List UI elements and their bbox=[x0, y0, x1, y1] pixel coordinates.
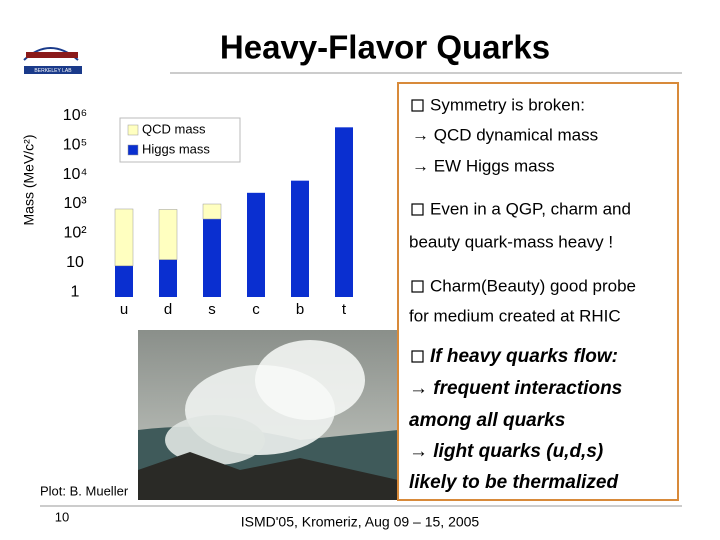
bar-segment bbox=[159, 259, 177, 297]
bullets bbox=[411, 99, 424, 363]
y-tick-label: 10³ bbox=[63, 195, 87, 212]
y-tick-label: 10⁴ bbox=[63, 166, 88, 183]
page-number: 10 bbox=[55, 509, 69, 524]
panel-line: among all quarks bbox=[409, 410, 565, 431]
panel-line: Symmetry is broken: bbox=[430, 95, 585, 114]
panel-line: → frequent interactions bbox=[409, 378, 622, 399]
text-panel bbox=[397, 82, 679, 501]
bar-segment bbox=[247, 192, 265, 297]
panel-line: for medium created at RHIC bbox=[409, 306, 621, 325]
y-tick-label: 10 bbox=[66, 254, 84, 271]
bar-segment bbox=[202, 203, 222, 220]
y-tick-label: 10⁶ bbox=[63, 107, 87, 124]
panel-line: → QCD dynamical mass bbox=[412, 125, 598, 144]
y-tick-label: 10⁵ bbox=[63, 136, 87, 153]
bar-segment bbox=[291, 180, 309, 297]
bar-segment bbox=[158, 209, 178, 260]
x-tick-label: b bbox=[296, 301, 304, 318]
legend: QCD mass Higgs mass bbox=[119, 117, 241, 163]
panel-line: → EW Higgs mass bbox=[412, 156, 555, 175]
panel-line: likely to be thermalized bbox=[409, 472, 618, 493]
panel-line: → light quarks (u,d,s) bbox=[409, 441, 603, 462]
x-tick-label: t bbox=[342, 301, 347, 318]
legend-box bbox=[119, 117, 241, 163]
y-tick-label: 10² bbox=[63, 225, 87, 242]
x-tick-label: d bbox=[164, 301, 172, 318]
legend-label: QCD mass bbox=[142, 121, 206, 136]
photo bbox=[138, 330, 398, 500]
caption: Plot: B. Mueller bbox=[40, 483, 129, 498]
bar-segment bbox=[203, 219, 221, 297]
bar-segment bbox=[335, 127, 353, 298]
y-tick-label: 1 bbox=[71, 284, 80, 301]
legend-swatch bbox=[127, 144, 139, 156]
footer-text: ISMD'05, Kromeriz, Aug 09 – 15, 2005 bbox=[241, 514, 480, 530]
y-axis-label: Mass (MeV/c²) bbox=[21, 135, 37, 226]
panel-line: beauty quark-mass heavy ! bbox=[409, 232, 613, 251]
chart: Mass (MeV/c²) 1 10 10² 10³ 10⁴ 10⁵ 10⁶ u d s c b t QC… bbox=[21, 107, 353, 318]
x-tick-label: u bbox=[120, 301, 128, 318]
x-tick-label: c bbox=[252, 301, 260, 318]
logo: BERKELEY LAB bbox=[23, 47, 82, 74]
panel-line: Charm(Beauty) good probe bbox=[430, 276, 636, 295]
slide-title: Heavy-Flavor Quarks bbox=[220, 29, 550, 66]
legend-swatch bbox=[127, 124, 139, 136]
x-tick-label: s bbox=[208, 301, 216, 318]
legend-label: Higgs mass bbox=[142, 141, 210, 156]
bar-segment bbox=[114, 208, 134, 267]
logo-text: BERKELEY LAB bbox=[34, 68, 72, 74]
panel-line: If heavy quarks flow: bbox=[430, 346, 618, 367]
bar-segment bbox=[115, 265, 133, 297]
panel-line: Even in a QGP, charm and bbox=[430, 199, 631, 218]
